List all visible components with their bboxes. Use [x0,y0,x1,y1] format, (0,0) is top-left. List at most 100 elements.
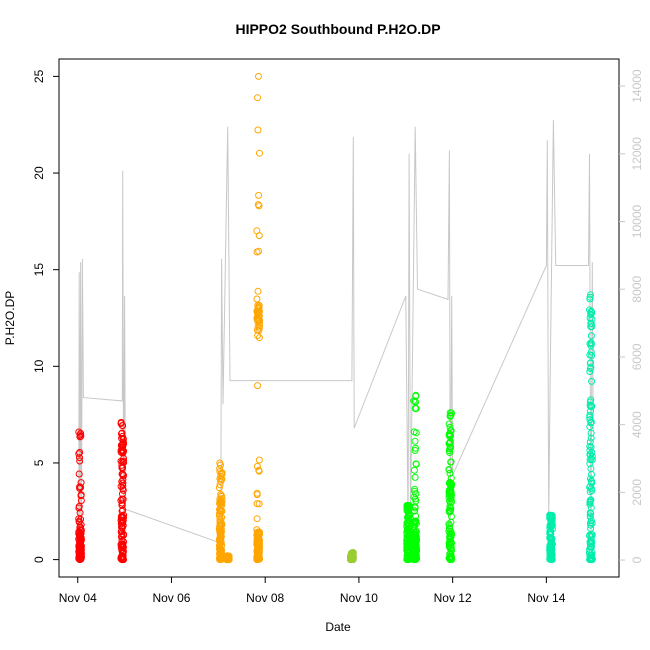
data-point [586,460,594,468]
data-point [588,352,596,359]
data-point [120,459,128,466]
y2-tick-label: 10000 [630,205,644,239]
series-3 [347,549,357,564]
data-point [253,548,261,556]
y2-tick-label: 4000 [630,411,644,438]
altitude-line [78,119,594,554]
data-point [587,419,595,427]
data-point [253,462,261,470]
data-point [256,149,263,157]
data-point [403,522,411,530]
data-point [587,451,595,459]
data-point [410,547,418,554]
data-point [118,513,125,521]
data-point [254,201,262,209]
x-axis-label: Date [325,620,351,634]
data-point [447,507,454,515]
data-point [446,409,454,417]
data-point [445,440,453,448]
y-tick-label: 15 [32,263,46,277]
data-point [348,555,356,563]
data-point [586,531,594,539]
data-point [445,431,453,439]
data-point [446,522,454,530]
data-point [411,495,419,503]
data-point [587,323,595,331]
data-point [547,548,555,556]
data-point [447,530,455,538]
data-point [548,552,556,560]
axes-layer: Nov 04 Nov 06 Nov 08 Nov 10 Nov 12 Nov 14 0 5 10… [32,69,644,605]
x-tick-label: Nov 12 [434,591,472,605]
data-point [216,533,224,540]
data-point [446,469,454,477]
data-point [216,459,224,467]
data-point [546,511,554,519]
data-point [412,391,420,399]
data-point [223,553,231,561]
data-point [215,484,223,492]
data-point [587,363,595,371]
data-point [119,482,127,489]
data-point [255,334,263,342]
data-point [254,287,262,295]
data-point [586,314,594,322]
data-point [217,499,225,506]
data-point [217,490,225,498]
data-point [77,521,85,529]
data-point [447,539,455,547]
data-point [586,368,594,375]
data-point [447,427,455,435]
data-point [587,443,595,451]
y2-tick-label: 14000 [630,69,644,103]
data-point [586,447,594,454]
data-point [411,485,419,493]
data-point [255,324,263,332]
data-point [586,488,594,496]
data-point [447,458,455,466]
data-point [76,433,84,441]
data-point [586,509,594,517]
data-point [586,423,594,431]
data-point [76,448,84,456]
data-point [76,538,84,546]
data-point [546,515,554,522]
data-point [410,556,418,564]
data-point [255,191,263,199]
data-point [255,467,263,475]
data-point [547,540,555,548]
data-point [119,552,127,560]
data-point [411,473,419,481]
y2-tick-label: 8000 [630,276,644,303]
series-4 [403,391,456,564]
x-tick-label: Nov 04 [59,591,97,605]
data-point [77,491,85,499]
data-point [255,541,262,549]
y-axis-label: P.H2O.DP [3,291,17,345]
data-point [120,556,127,563]
data-point [586,295,594,303]
data-point [588,402,596,410]
data-point [254,332,262,339]
data-point [586,411,594,419]
series-2 [215,72,263,564]
data-point [412,512,420,520]
data-point [447,488,455,496]
data-point [411,437,419,445]
data-point [410,466,418,474]
data-point [447,474,455,482]
y-tick-label: 5 [32,459,46,466]
data-point [120,472,128,479]
data-point [587,525,595,532]
data-point [255,307,263,315]
data-point [411,504,419,512]
data-point [216,528,224,536]
y-tick-label: 25 [32,69,46,83]
data-point [75,470,83,478]
data-point [216,516,224,524]
data-point [446,499,454,507]
data-point [77,432,85,440]
data-point [254,126,262,134]
data-point [76,457,84,465]
